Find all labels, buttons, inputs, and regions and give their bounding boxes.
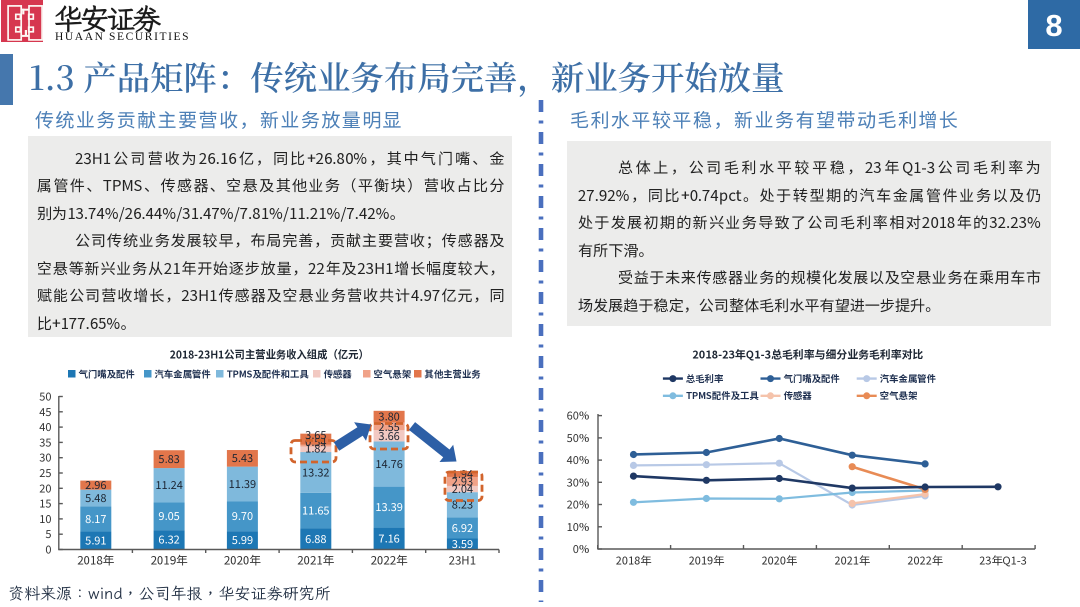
svg-text:6.88: 6.88: [305, 531, 326, 547]
svg-text:2020年: 2020年: [762, 553, 797, 569]
svg-text:2.96: 2.96: [85, 477, 106, 493]
svg-text:3.80: 3.80: [378, 409, 399, 425]
svg-text:TPMS配件及工具: TPMS配件及工具: [686, 388, 759, 402]
svg-text:15: 15: [39, 496, 51, 512]
svg-text:7.16: 7.16: [378, 530, 399, 546]
svg-text:11.65: 11.65: [302, 503, 329, 519]
svg-text:3.59: 3.59: [452, 536, 473, 552]
svg-text:2018年: 2018年: [616, 553, 651, 569]
svg-text:35: 35: [39, 434, 51, 450]
svg-text:2.04: 2.04: [452, 481, 473, 497]
svg-text:20%: 20%: [567, 497, 589, 513]
svg-text:2022年: 2022年: [371, 553, 409, 569]
svg-text:传感器: 传感器: [783, 388, 813, 402]
svg-text:40%: 40%: [567, 452, 589, 468]
svg-text:2.93: 2.93: [452, 474, 473, 490]
svg-text:0.54: 0.54: [305, 434, 326, 450]
svg-text:2020年: 2020年: [224, 553, 262, 569]
svg-text:30%: 30%: [567, 474, 589, 490]
svg-text:TPMS及配件和工具: TPMS及配件和工具: [227, 366, 310, 380]
svg-text:5.99: 5.99: [232, 532, 253, 548]
svg-text:2018-23H1公司主营业务收入组成（亿元）: 2018-23H1公司主营业务收入组成（亿元）: [170, 347, 369, 363]
svg-text:10: 10: [39, 511, 51, 527]
svg-text:2021年: 2021年: [297, 553, 335, 569]
svg-text:5: 5: [45, 526, 51, 542]
svg-text:气门嘴及配件: 气门嘴及配件: [784, 371, 840, 385]
svg-text:2.55: 2.55: [378, 419, 399, 435]
svg-text:13.32: 13.32: [302, 464, 329, 480]
svg-text:9.05: 9.05: [158, 508, 179, 524]
svg-text:其他主营业务: 其他主营业务: [424, 366, 482, 380]
svg-text:30: 30: [39, 450, 51, 466]
svg-text:汽车金属管件: 汽车金属管件: [880, 371, 936, 385]
svg-text:50%: 50%: [567, 430, 589, 446]
svg-text:总毛利率: 总毛利率: [686, 371, 724, 385]
svg-text:空气悬架: 空气悬架: [374, 366, 412, 380]
svg-text:13.39: 13.39: [375, 499, 402, 515]
svg-text:14.76: 14.76: [375, 456, 402, 472]
svg-text:1.94: 1.94: [452, 466, 473, 482]
svg-text:11.39: 11.39: [229, 476, 256, 492]
svg-text:2019年: 2019年: [151, 553, 189, 569]
svg-text:9.70: 9.70: [232, 508, 253, 524]
svg-text:25: 25: [39, 465, 51, 481]
svg-text:23H1: 23H1: [449, 553, 477, 569]
svg-text:3.66: 3.66: [378, 428, 399, 444]
svg-text:2018年: 2018年: [77, 553, 115, 569]
svg-text:3.65: 3.65: [305, 427, 326, 443]
svg-text:6.32: 6.32: [158, 532, 179, 548]
svg-text:8.23: 8.23: [452, 497, 473, 513]
svg-text:6.92: 6.92: [452, 520, 473, 536]
svg-text:汽车金属管件: 汽车金属管件: [155, 366, 211, 380]
svg-text:空气悬架: 空气悬架: [880, 388, 918, 402]
svg-text:2021年: 2021年: [834, 553, 869, 569]
svg-text:气门嘴及配件: 气门嘴及配件: [79, 366, 135, 380]
svg-text:23年Q1-3: 23年Q1-3: [979, 553, 1026, 569]
svg-text:5.83: 5.83: [158, 451, 179, 467]
svg-text:60%: 60%: [567, 408, 589, 424]
svg-text:2019年: 2019年: [689, 553, 724, 569]
svg-text:2022年: 2022年: [907, 553, 942, 569]
svg-text:5.43: 5.43: [232, 450, 253, 466]
svg-text:传感器: 传感器: [323, 366, 353, 380]
svg-text:11.24: 11.24: [155, 477, 182, 493]
svg-text:5.48: 5.48: [85, 490, 106, 506]
svg-text:2018-23年Q1-3总毛利率与细分业务毛利率对比: 2018-23年Q1-3总毛利率与细分业务毛利率对比: [692, 347, 923, 363]
svg-text:10%: 10%: [567, 519, 589, 535]
svg-text:5.91: 5.91: [85, 532, 106, 548]
svg-text:8.17: 8.17: [85, 511, 106, 527]
svg-text:0%: 0%: [573, 541, 589, 557]
svg-text:45: 45: [39, 404, 51, 420]
svg-text:40: 40: [39, 419, 51, 435]
svg-text:0: 0: [45, 542, 51, 558]
svg-text:1.82: 1.82: [305, 441, 326, 457]
svg-text:20: 20: [39, 480, 51, 496]
svg-text:50: 50: [39, 389, 51, 405]
